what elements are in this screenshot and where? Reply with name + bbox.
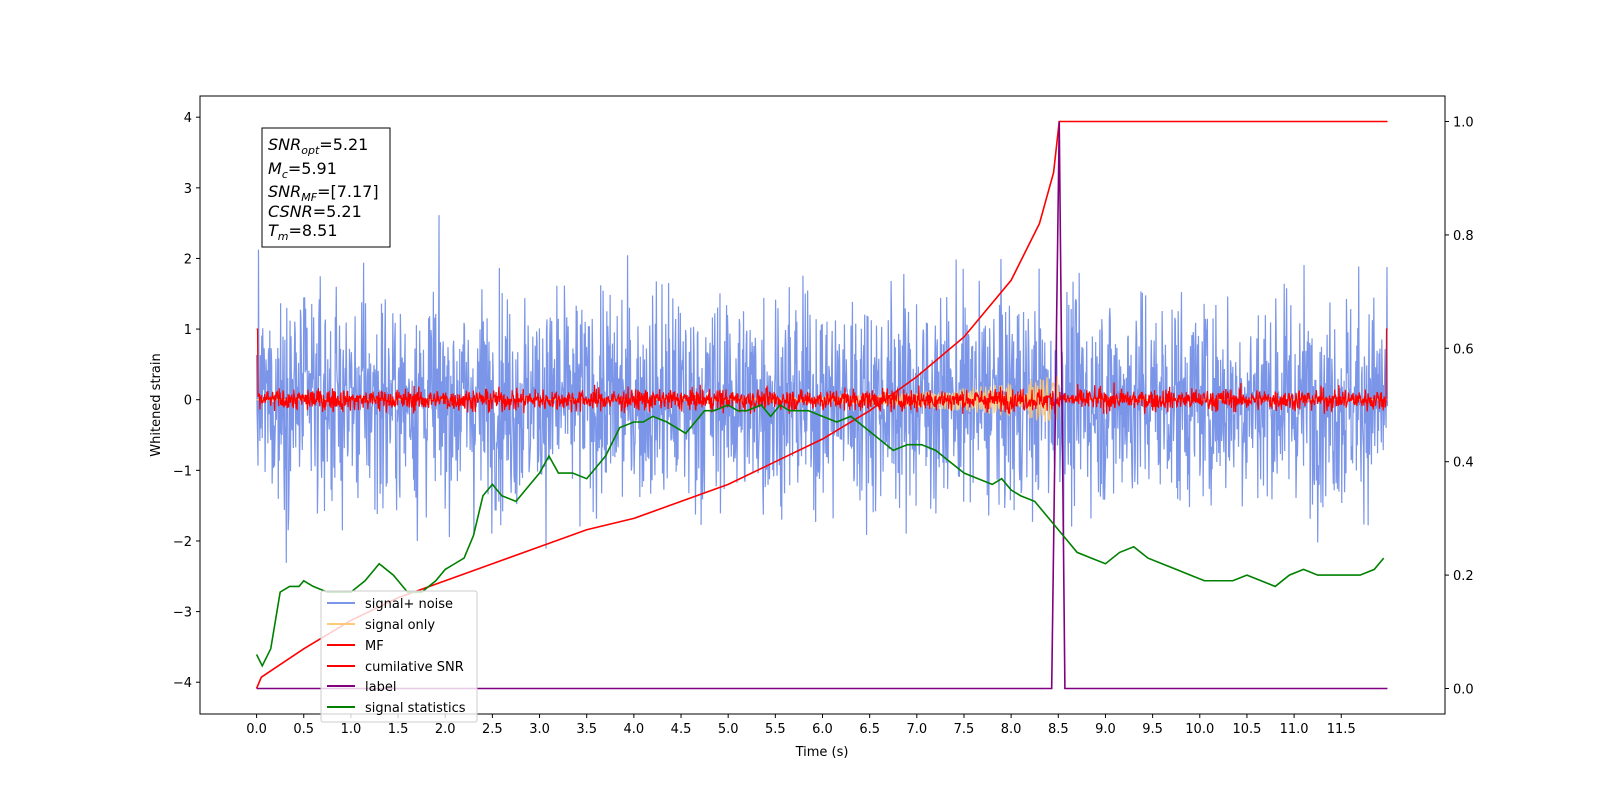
x-tick-label: 7.5 — [954, 722, 975, 737]
y-tick-label: 1 — [184, 323, 192, 338]
y-axis-label: Whitened strain — [149, 353, 164, 456]
x-tick-label: 3.0 — [529, 722, 550, 737]
annotation-line-tm: Tm=8.51 — [268, 221, 338, 243]
x-axis-label: Time (s) — [795, 745, 849, 760]
annotation-line-snr-opt: SNRopt=5.21 — [268, 135, 368, 157]
y2-tick-label: 1.0 — [1453, 116, 1474, 131]
x-tick-label: 8.0 — [1001, 722, 1022, 737]
y2-tick-label: 0.2 — [1453, 569, 1474, 584]
y2-tick-label: 0.6 — [1453, 342, 1474, 357]
x-tick-label: 1.5 — [388, 722, 409, 737]
x-tick-label: 1.0 — [341, 722, 362, 737]
y-tick-label: −2 — [173, 535, 192, 550]
legend-label-label: label — [365, 680, 396, 695]
x-tick-label: 6.0 — [812, 722, 833, 737]
y-tick-label: −3 — [173, 606, 192, 621]
series-line-signal-noise — [255, 215, 1389, 563]
annotation-line-snr-mf: SNRMF=[7.17] — [268, 182, 379, 204]
x-tick-label: 7.0 — [906, 722, 927, 737]
x-tick-label: 9.0 — [1095, 722, 1116, 737]
annotation-line-csnr: CSNR=5.21 — [268, 202, 362, 221]
x-tick-label: 0.5 — [293, 722, 314, 737]
x-tick-label: 4.5 — [671, 722, 692, 737]
x-tick-label: 5.5 — [765, 722, 786, 737]
y-tick-label: 0 — [184, 394, 192, 409]
series-line-label — [256, 121, 1388, 690]
y-tick-label: 3 — [184, 182, 192, 197]
series-line-mf — [256, 328, 1388, 414]
y2-tick-label: 0.0 — [1453, 682, 1474, 697]
x-tick-label: 2.5 — [482, 722, 503, 737]
y-tick-label: −4 — [173, 676, 192, 691]
y-tick-label: 4 — [184, 111, 192, 126]
y2-tick-label: 0.8 — [1453, 229, 1474, 244]
x-tick-label: 4.0 — [624, 722, 645, 737]
legend-label-signal-only: signal only — [365, 618, 435, 633]
x-tick-label: 11.5 — [1327, 722, 1356, 737]
legend-label-signal-noise: signal+ noise — [365, 597, 453, 612]
legend-label-signal-statistics: signal statistics — [365, 701, 466, 716]
x-tick-label: 3.5 — [576, 722, 597, 737]
series-line-signal-statistics — [255, 403, 1385, 668]
y-tick-label: −1 — [173, 464, 192, 479]
x-tick-label: 9.5 — [1142, 722, 1163, 737]
y-tick-label: 2 — [184, 252, 192, 267]
legend-label-cumulative-snr: cumilative SNR — [365, 660, 464, 675]
y2-tick-label: 0.4 — [1453, 456, 1474, 471]
x-tick-label: 2.0 — [435, 722, 456, 737]
x-tick-label: 5.0 — [718, 722, 739, 737]
legend-label-mf: MF — [365, 639, 384, 654]
x-tick-label: 10.0 — [1185, 722, 1214, 737]
x-tick-label: 0.0 — [246, 722, 267, 737]
x-tick-label: 11.0 — [1280, 722, 1309, 737]
x-tick-label: 6.5 — [859, 722, 880, 737]
x-tick-label: 8.5 — [1048, 722, 1069, 737]
x-tick-label: 10.5 — [1232, 722, 1261, 737]
ticks: 0.0 0.5 1.0 1.5 2.0 2.5 3.0 3.5 4.0 4.5 5.0 5.5 6.0 6… — [173, 111, 1474, 737]
annotation-box: SNRopt=5.21 Mc=5.91 SNRMF=[7.17] CSNR=5.… — [261, 127, 391, 248]
legend: signal+ noise signal only MF cumilative … — [320, 590, 478, 723]
annotation-line-mc: Mc=5.91 — [268, 159, 337, 181]
